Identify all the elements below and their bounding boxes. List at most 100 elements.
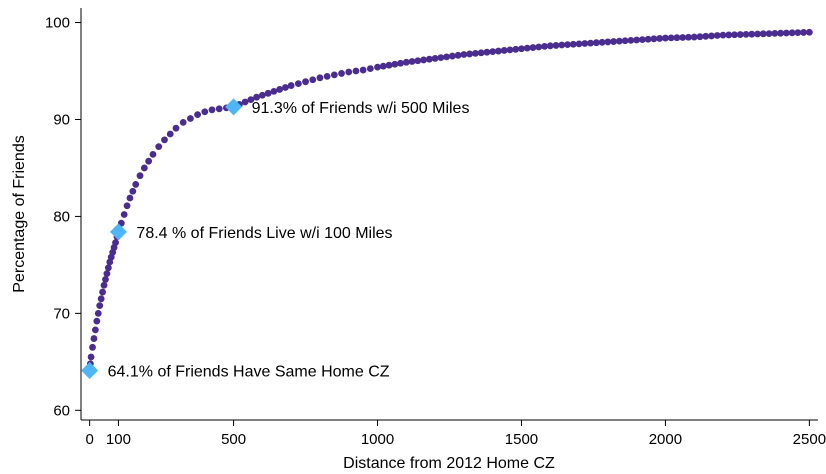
data-point	[638, 36, 646, 44]
data-point	[719, 31, 727, 39]
data-point	[201, 108, 209, 116]
data-point	[736, 31, 744, 38]
data-point	[575, 40, 583, 48]
data-point	[112, 239, 119, 246]
data-point	[91, 326, 99, 334]
data-point	[529, 44, 537, 51]
data-point	[523, 44, 531, 52]
data-point	[782, 29, 790, 37]
data-point	[253, 93, 261, 101]
data-point	[564, 41, 571, 49]
data-point	[94, 309, 102, 317]
data-point	[425, 55, 433, 63]
data-point	[644, 35, 652, 43]
data-point	[587, 39, 594, 47]
data-point	[276, 86, 284, 93]
data-point	[129, 187, 137, 195]
data-point	[546, 42, 554, 50]
data-point	[679, 34, 687, 41]
data-point	[794, 29, 802, 37]
x-tick-label: 1500	[505, 431, 538, 448]
data-point	[460, 51, 468, 58]
x-tick-label: 500	[221, 431, 246, 448]
y-tick-label: 100	[45, 15, 70, 32]
data-point	[338, 70, 345, 77]
y-tick-label: 80	[53, 208, 70, 225]
data-point	[316, 74, 324, 82]
data-point	[247, 96, 255, 104]
data-point	[359, 66, 367, 74]
data-point	[483, 48, 491, 56]
data-point	[788, 29, 796, 37]
highlight-markers: 64.1% of Friends Have Same Home CZ 78.4 %…	[81, 98, 469, 381]
data-point	[397, 59, 404, 67]
x-tick-label: 2000	[649, 431, 682, 448]
data-point	[685, 33, 692, 41]
data-point	[330, 71, 338, 79]
data-point	[132, 181, 140, 188]
data-point	[431, 55, 439, 62]
data-point	[90, 335, 98, 342]
data-point	[155, 143, 163, 151]
y-ticks: 60 70 80 90 100	[45, 15, 81, 419]
data-point	[673, 34, 681, 42]
data-point	[179, 118, 187, 126]
data-point	[448, 52, 456, 60]
data-point	[87, 353, 95, 361]
data-point	[506, 46, 514, 54]
data-point	[489, 48, 497, 56]
data-point	[136, 172, 144, 180]
highlight-marker	[225, 98, 243, 116]
data-point	[103, 270, 111, 278]
data-point	[215, 105, 223, 113]
data-point	[294, 80, 302, 88]
x-ticks: 0 100 500 1000 1500 2000 2500	[85, 420, 826, 448]
data-point	[708, 32, 715, 40]
data-point	[414, 57, 422, 65]
data-point	[120, 211, 128, 218]
data-point	[282, 84, 289, 91]
data-point	[805, 28, 813, 36]
data-point	[323, 72, 331, 80]
data-points	[86, 28, 813, 374]
data-point	[696, 33, 704, 41]
data-point	[713, 32, 721, 39]
data-point	[99, 288, 106, 296]
x-tick-label: 0	[85, 431, 93, 448]
data-point	[610, 38, 617, 45]
data-point	[800, 29, 808, 36]
annotation-label: 78.4 % of Friends Live w/i 100 Miles	[136, 225, 392, 242]
data-point	[748, 30, 756, 38]
data-point	[374, 63, 381, 71]
data-point	[408, 58, 416, 65]
data-point	[345, 68, 353, 76]
x-tick-label: 1000	[361, 431, 394, 448]
y-tick-label: 70	[53, 305, 70, 322]
data-point	[731, 31, 738, 39]
annotation-label: 64.1% of Friends Have Same Home CZ	[108, 364, 390, 381]
data-point	[104, 264, 112, 272]
data-point	[241, 98, 249, 106]
data-point	[437, 54, 445, 62]
data-point	[627, 36, 635, 44]
data-point	[172, 124, 180, 132]
data-point	[96, 302, 104, 310]
data-point	[581, 40, 589, 47]
data-point	[302, 78, 309, 86]
data-point	[287, 82, 295, 89]
data-point	[765, 30, 773, 37]
data-point	[667, 34, 675, 42]
data-point	[725, 31, 733, 39]
data-point	[309, 76, 317, 84]
data-point	[466, 50, 474, 58]
data-point	[512, 45, 520, 53]
data-point	[541, 42, 548, 50]
data-point	[97, 295, 105, 303]
data-point	[472, 49, 479, 57]
data-point	[166, 130, 174, 138]
data-point	[123, 202, 131, 210]
data-point	[194, 111, 201, 119]
data-point	[615, 37, 623, 45]
data-point	[552, 42, 560, 49]
